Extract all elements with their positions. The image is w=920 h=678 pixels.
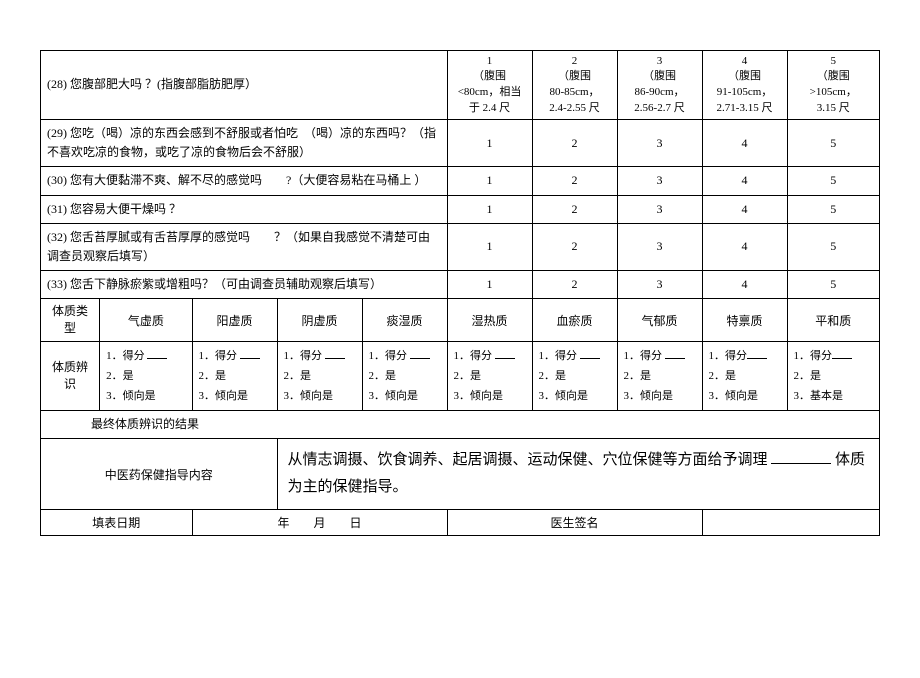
- score-cell[interactable]: 1．得分 2．是3．倾向是: [362, 341, 447, 410]
- score-cell[interactable]: 1．得分 2．是3．倾向是: [532, 341, 617, 410]
- type-col: 阴虚质: [277, 299, 362, 342]
- type-col: 血瘀质: [532, 299, 617, 342]
- question-text: (32) 您舌苔厚腻或有舌苔厚厚的感觉吗 ？（如果自我感觉不清楚可由调查员观察后…: [41, 223, 448, 270]
- question-text: (30) 您有大便黏滞不爽、解不尽的感觉吗 ?（大便容易粘在马桶上 ）: [41, 167, 448, 195]
- type-col: 平和质: [787, 299, 879, 342]
- score-cell[interactable]: 1．得分 2．是3．倾向是: [277, 341, 362, 410]
- type-col: 阳虚质: [192, 299, 277, 342]
- option-cell[interactable]: 1: [447, 120, 532, 167]
- option-cell[interactable]: 3: [617, 223, 702, 270]
- final-result-label: 最终体质辨识的结果: [41, 411, 880, 439]
- date-value[interactable]: 年 月 日: [192, 510, 447, 536]
- question-text: (29) 您吃（喝）凉的东西会感到不舒服或者怕吃 （喝）凉的东西吗？（指不喜欢吃…: [41, 120, 448, 167]
- type-col: 特禀质: [702, 299, 787, 342]
- option-cell[interactable]: 2: [532, 195, 617, 223]
- type-header-row: 体质类型 气虚质 阳虚质 阴虚质 痰湿质 湿热质 血瘀质 气郁质 特禀质 平和质: [41, 299, 880, 342]
- score-cell[interactable]: 1．得分2．是3．基本是: [787, 341, 879, 410]
- option-cell[interactable]: 4: [702, 167, 787, 195]
- guidance-content: 从情志调摄、饮食调养、起居调摄、运动保健、穴位保健等方面给予调理 体质为主的保健…: [277, 439, 879, 510]
- option-cell[interactable]: 2: [532, 120, 617, 167]
- option-cell[interactable]: 4: [702, 223, 787, 270]
- type-col: 气虚质: [100, 299, 192, 342]
- option-cell[interactable]: 5: [787, 120, 879, 167]
- option-cell[interactable]: 2: [532, 271, 617, 299]
- option-cell[interactable]: 5: [787, 195, 879, 223]
- type-label: 体质类型: [41, 299, 100, 342]
- score-cell[interactable]: 1．得分 2．是3．倾向是: [617, 341, 702, 410]
- option-cell[interactable]: 1: [447, 271, 532, 299]
- guidance-row: 中医药保健指导内容 从情志调摄、饮食调养、起居调摄、运动保健、穴位保健等方面给予…: [41, 439, 880, 510]
- guidance-label: 中医药保健指导内容: [41, 439, 278, 510]
- question-row: (32) 您舌苔厚腻或有舌苔厚厚的感觉吗 ？（如果自我感觉不清楚可由调查员观察后…: [41, 223, 880, 270]
- type-col: 气郁质: [617, 299, 702, 342]
- option-cell[interactable]: 5: [787, 167, 879, 195]
- question-row: (31) 您容易大便干燥吗 ？ 1 2 3 4 5: [41, 195, 880, 223]
- option-cell[interactable]: 1: [447, 167, 532, 195]
- question-row: (28) 您腹部肥大吗 ？(指腹部脂肪肥厚） 1 （腹围 <80cm，相当 于 …: [41, 51, 880, 120]
- option-cell[interactable]: 5: [787, 223, 879, 270]
- question-text: (33) 您舌下静脉瘀紫或增粗吗？（可由调查员辅助观察后填写）: [41, 271, 448, 299]
- sign-label: 医生签名: [447, 510, 702, 536]
- date-label: 填表日期: [41, 510, 193, 536]
- footer-row: 填表日期 年 月 日 医生签名: [41, 510, 880, 536]
- score-cell[interactable]: 1．得分2．是3．倾向是: [702, 341, 787, 410]
- option-cell[interactable]: 3: [617, 195, 702, 223]
- option-cell[interactable]: 3: [617, 167, 702, 195]
- option-cell[interactable]: 5: [787, 271, 879, 299]
- option-cell[interactable]: 2: [532, 223, 617, 270]
- option-cell[interactable]: 3 （腹围 86-90cm， 2.56-2.7 尺: [617, 51, 702, 120]
- option-cell[interactable]: 2: [532, 167, 617, 195]
- sign-value[interactable]: [702, 510, 879, 536]
- option-cell[interactable]: 2 （腹围 80-85cm， 2.4-2.55 尺: [532, 51, 617, 120]
- option-cell[interactable]: 4: [702, 195, 787, 223]
- score-cell[interactable]: 1．得分 2．是3．倾向是: [192, 341, 277, 410]
- option-cell[interactable]: 3: [617, 120, 702, 167]
- type-col: 痰湿质: [362, 299, 447, 342]
- question-row: (33) 您舌下静脉瘀紫或增粗吗？（可由调查员辅助观察后填写） 1 2 3 4 …: [41, 271, 880, 299]
- guidance-blank[interactable]: [771, 449, 831, 464]
- option-cell[interactable]: 4: [702, 120, 787, 167]
- option-cell[interactable]: 4 （腹围 91-105cm， 2.71-3.15 尺: [702, 51, 787, 120]
- identify-label: 体质辨识: [41, 341, 100, 410]
- option-cell[interactable]: 3: [617, 271, 702, 299]
- option-cell[interactable]: 5 （腹围 >105cm， 3.15 尺: [787, 51, 879, 120]
- score-cell[interactable]: 1．得分 2．是3．倾向是: [100, 341, 192, 410]
- final-result-row: 最终体质辨识的结果: [41, 411, 880, 439]
- identify-row: 体质辨识 1．得分 2．是3．倾向是 1．得分 2．是3．倾向是 1．得分 2．…: [41, 341, 880, 410]
- option-cell[interactable]: 1: [447, 195, 532, 223]
- type-col: 湿热质: [447, 299, 532, 342]
- question-row: (29) 您吃（喝）凉的东西会感到不舒服或者怕吃 （喝）凉的东西吗？（指不喜欢吃…: [41, 120, 880, 167]
- question-row: (30) 您有大便黏滞不爽、解不尽的感觉吗 ?（大便容易粘在马桶上 ） 1 2 …: [41, 167, 880, 195]
- score-cell[interactable]: 1．得分 2．是3．倾向是: [447, 341, 532, 410]
- option-cell[interactable]: 1 （腹围 <80cm，相当 于 2.4 尺: [447, 51, 532, 120]
- question-text: (28) 您腹部肥大吗 ？(指腹部脂肪肥厚）: [41, 51, 448, 120]
- option-cell[interactable]: 1: [447, 223, 532, 270]
- option-cell[interactable]: 4: [702, 271, 787, 299]
- question-text: (31) 您容易大便干燥吗 ？: [41, 195, 448, 223]
